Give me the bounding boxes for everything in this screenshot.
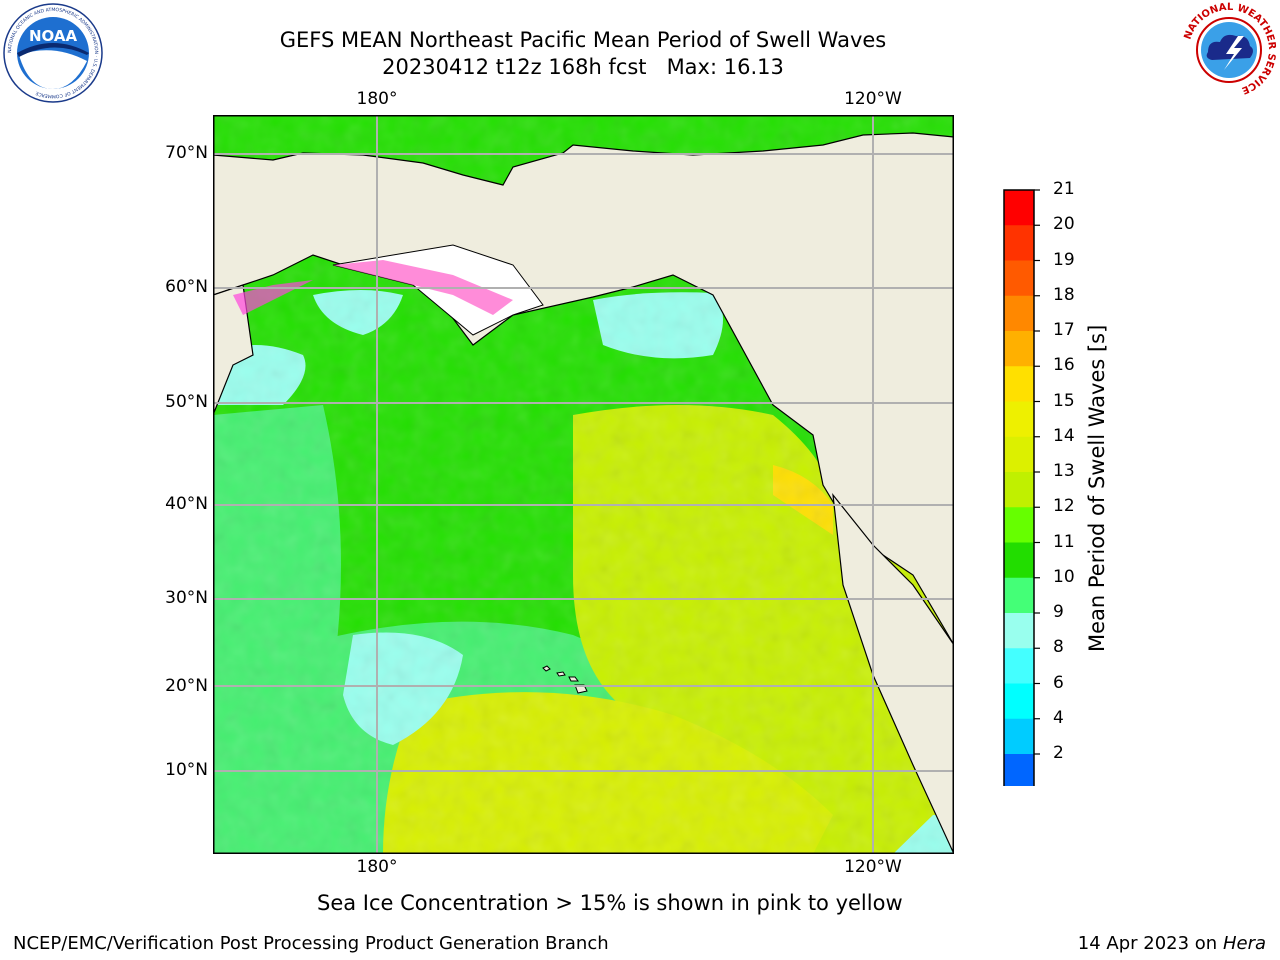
footer-date: 14 Apr 2023 on Hera — [1078, 933, 1266, 954]
colorbar-segment — [1004, 190, 1034, 226]
sea-ice-note: Sea Ice Concentration > 15% is shown in … — [317, 891, 903, 915]
lon-label-bottom-180: 180° — [356, 857, 398, 877]
colorbar-frame — [1003, 189, 1035, 786]
colorbar-tick-label: 4 — [1053, 707, 1064, 728]
colorbar-tick-label: 6 — [1053, 672, 1064, 693]
colorbar-tick-label: 15 — [1053, 390, 1075, 411]
colorbar-segment — [1004, 295, 1034, 332]
footer-date-text: 14 Apr 2023 on — [1077, 933, 1223, 954]
colorbar-segment — [1004, 683, 1034, 720]
colorbar-tick-label: 2 — [1053, 743, 1064, 763]
colorbar-segment — [1004, 613, 1034, 649]
colorbar-segment — [1004, 754, 1034, 786]
lon-label-top-120w: 120°W — [844, 89, 902, 109]
map-frame — [213, 115, 954, 854]
colorbar-tick-label: 17 — [1053, 320, 1075, 340]
colorbar-tick-label: 21 — [1053, 179, 1075, 199]
footer-producer: NCEP/EMC/Verification Post Processing Pr… — [13, 933, 609, 954]
colorbar-tick-label: 9 — [1053, 602, 1064, 622]
colorbar-tick-label: 11 — [1053, 531, 1075, 552]
footer-host: Hera — [1222, 933, 1266, 954]
colorbar-tick-label: 13 — [1053, 461, 1075, 481]
colorbar — [1003, 189, 1040, 786]
colorbar-tick-label: 19 — [1053, 249, 1075, 270]
map-gridlines — [213, 115, 954, 854]
noaa-logo-text: NOAA — [29, 27, 78, 45]
colorbar-segment — [1004, 507, 1034, 543]
colorbar-label: Mean Period of Swell Waves [s] — [1085, 324, 1109, 652]
chart-title: GEFS MEAN Northeast Pacific Mean Period … — [279, 28, 887, 52]
lat-label-20n: 20°N — [165, 676, 208, 696]
map-panel — [213, 115, 954, 854]
colorbar-segment — [1004, 436, 1034, 473]
colorbar-segment — [1004, 331, 1034, 367]
lat-label-70n: 70°N — [165, 143, 208, 163]
lat-label-60n: 60°N — [165, 277, 208, 297]
colorbar-tick-label: 12 — [1053, 496, 1075, 517]
colorbar-segment — [1004, 472, 1034, 508]
colorbar-segment — [1004, 225, 1034, 261]
colorbar-tick-label: 8 — [1053, 637, 1064, 658]
colorbar-segment — [1004, 542, 1034, 579]
lat-label-50n: 50°N — [165, 392, 208, 412]
colorbar-segment — [1004, 401, 1034, 438]
land-north-america — [832, 493, 954, 854]
lon-label-top-180: 180° — [356, 89, 398, 109]
colorbar-segment — [1004, 260, 1034, 297]
noaa-logo: NOAA NATIONAL OCEANIC AND ATMOSPHERIC AD… — [3, 3, 103, 103]
colorbar-tick-label: 10 — [1053, 566, 1075, 587]
colorbar-segment — [1004, 648, 1034, 684]
colorbar-segment — [1004, 718, 1034, 755]
lat-label-30n: 30°N — [165, 588, 208, 608]
nws-logo: NATIONAL WEATHER SERVICE — [1181, 2, 1277, 98]
colorbar-segment — [1004, 366, 1034, 402]
colorbar-segment — [1004, 577, 1034, 614]
colorbar-tick-label: 20 — [1053, 214, 1075, 235]
lat-label-40n: 40°N — [165, 494, 208, 514]
lat-label-10n: 10°N — [165, 760, 208, 780]
colorbar-tick-label: 14 — [1053, 425, 1075, 446]
lon-label-bottom-120w: 120°W — [844, 857, 902, 877]
colorbar-tick-label: 16 — [1053, 355, 1075, 376]
chart-subtitle: 20230412 t12z 168h fcst Max: 16.13 — [382, 55, 784, 79]
colorbar-tick-label: 18 — [1053, 284, 1075, 305]
land-kamchatka — [213, 284, 254, 416]
